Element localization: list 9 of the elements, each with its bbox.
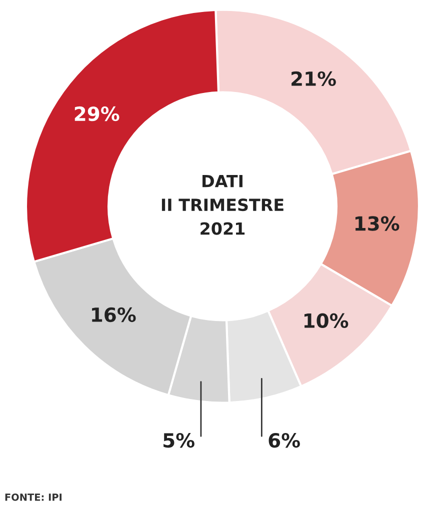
data-label: 5% [164,432,194,448]
data-label: 21% [292,71,336,86]
data-label: 16% [92,307,136,322]
data-label: 13% [355,216,400,231]
source-note: FONTE: IPI [5,494,62,501]
data-label: 29% [74,106,120,122]
data-label: 10% [304,313,348,328]
text: DATI II TRIMESTRE 2021 [162,175,284,235]
data-label: 6% [268,432,300,448]
